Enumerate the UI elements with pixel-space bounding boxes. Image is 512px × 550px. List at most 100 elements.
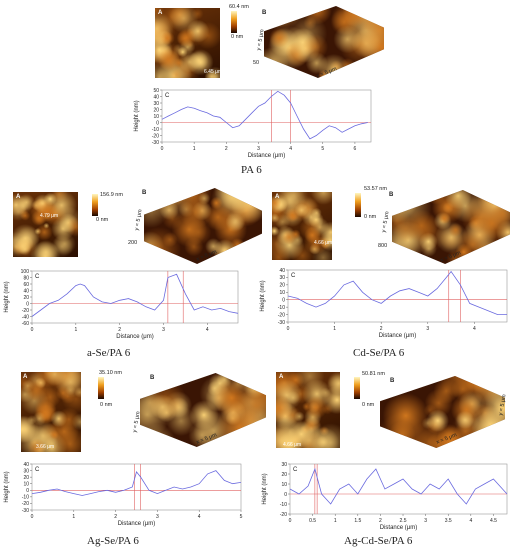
x-tick-label: 0 xyxy=(287,326,290,332)
panel-letter-c: C xyxy=(291,273,296,279)
height-profile-line xyxy=(31,273,239,317)
colorbar-max-label: 60.4 nm xyxy=(229,4,249,10)
x-tick-label: 4 xyxy=(206,327,209,333)
afm-3d-surface-ase xyxy=(144,188,262,264)
x-axis-label: Distance (μm) xyxy=(379,333,416,339)
y-tick-label: 50 xyxy=(153,88,159,94)
y-tick-label: 20 xyxy=(23,295,29,301)
y-tick-label: -30 xyxy=(152,140,159,146)
height-profile-line xyxy=(161,90,368,140)
y-axis-label-3d: y = 5 μm xyxy=(134,208,144,232)
y-tick-label: 10 xyxy=(281,482,287,488)
panel-letter-b: B xyxy=(142,190,147,196)
scale-bar-label: 4.66 μm xyxy=(314,240,333,246)
x-tick-label: 3 xyxy=(426,326,429,332)
x-tick-label: 4 xyxy=(469,518,472,524)
colorbar-min-label: 0 nm xyxy=(100,402,113,408)
x-tick-label: 1 xyxy=(193,146,196,152)
x-tick-label: 0 xyxy=(161,146,164,152)
panel-letter-c: C xyxy=(35,274,40,280)
x-tick-label: 1 xyxy=(334,518,337,524)
y-tick-label: 0 xyxy=(284,492,287,498)
y-tick-label: 40 xyxy=(23,462,29,468)
y-tick-label: -10 xyxy=(278,305,285,311)
panel-letter-b: B xyxy=(390,378,395,384)
y-tick-label: 100 xyxy=(21,269,30,275)
afm-2d-image-pa6 xyxy=(155,8,220,78)
y-tick-label: -20 xyxy=(22,308,29,314)
y-tick-label: -60 xyxy=(22,321,29,327)
x-tick-label: 3 xyxy=(424,518,427,524)
y-tick-label: -10 xyxy=(152,127,159,133)
y-axis-label: Height (nm) xyxy=(4,471,10,502)
y-axis-label: Height (nm) xyxy=(260,280,266,311)
scale-bar-label: 4.79 μm xyxy=(40,213,59,219)
y-tick-label: -40 xyxy=(22,314,29,320)
scale-bar-label: 6.45 μm xyxy=(204,69,223,75)
x-tick-label: 2.5 xyxy=(400,518,407,524)
height-colorbar xyxy=(354,377,360,399)
x-tick-label: 4 xyxy=(289,146,292,152)
y-tick-label: -20 xyxy=(278,312,285,318)
y-tick-label: 0 xyxy=(26,488,29,494)
y-tick-label: -20 xyxy=(280,512,287,518)
y-tick-label: 0 xyxy=(282,298,285,304)
x-tick-label: 3 xyxy=(156,514,159,520)
y-tick-label: 0 xyxy=(26,301,29,307)
z-tick-3d: 800 xyxy=(378,243,388,249)
caption-agse: Ag-Se/PA 6 xyxy=(87,535,139,547)
plot-frame xyxy=(31,463,242,511)
z-tick-3d: 200 xyxy=(128,240,138,246)
x-tick-label: 5 xyxy=(240,514,243,520)
y-tick-label: 30 xyxy=(281,462,287,468)
afm-2d-image-agcdse xyxy=(276,372,340,448)
plot-frame xyxy=(289,463,508,515)
x-tick-label: 6 xyxy=(354,146,357,152)
panel-letter-a: A xyxy=(275,194,280,200)
plot-frame xyxy=(161,89,372,143)
panel-letter-c: C xyxy=(165,93,170,99)
y-tick-label: -30 xyxy=(278,320,285,326)
colorbar-max-label: 156.9 nm xyxy=(100,192,123,198)
y-tick-label: 40 xyxy=(153,94,159,100)
x-tick-label: 4 xyxy=(198,514,201,520)
x-tick-label: 0 xyxy=(289,518,292,524)
colorbar-max-label: 53.57 nm xyxy=(364,186,387,192)
plot-frame xyxy=(287,269,508,323)
height-profile-line xyxy=(31,470,242,496)
x-tick-label: 0.5 xyxy=(309,518,316,524)
x-tick-label: 2 xyxy=(225,146,228,152)
height-profile-chart-agcdse: C -20 -10 0 10 20 30 0 0.5 1 1.5 2 2.5 3 3.5 4 4.5 Distan… xyxy=(262,462,508,531)
x-tick-label: 3.5 xyxy=(445,518,452,524)
panel-letter-a: A xyxy=(16,194,21,200)
x-tick-label: 0 xyxy=(31,514,34,520)
panel-letter-a: A xyxy=(23,374,28,380)
colorbar-min-label: 0 nm xyxy=(364,214,377,220)
y-tick-label: 20 xyxy=(23,475,29,481)
y-tick-label: 80 xyxy=(23,275,29,281)
panel-letter-b: B xyxy=(262,10,267,16)
x-axis-label: Distance (μm) xyxy=(248,153,285,159)
afm-2d-image-cdse xyxy=(272,192,332,260)
y-tick-label: 10 xyxy=(23,482,29,488)
panel-letter-a: A xyxy=(279,374,284,380)
height-colorbar xyxy=(92,194,98,216)
y-tick-label: 20 xyxy=(153,107,159,113)
y-tick-label: -20 xyxy=(22,501,29,507)
colorbar-min-label: 0 nm xyxy=(362,402,375,408)
caption-pa6: PA 6 xyxy=(241,164,262,176)
colorbar-max-label: 35.10 nm xyxy=(99,370,122,376)
x-tick-label: 1 xyxy=(333,326,336,332)
colorbar-max-label: 50.81 nm xyxy=(362,371,385,377)
y-axis-label: Height (nm) xyxy=(262,473,268,504)
y-axis-label: Height (nm) xyxy=(4,281,10,312)
x-tick-label: 1 xyxy=(74,327,77,333)
x-tick-label: 2 xyxy=(380,326,383,332)
height-colorbar xyxy=(355,193,361,217)
panel-letter-c: C xyxy=(35,467,40,473)
x-axis-label: Distance (μm) xyxy=(118,521,155,527)
afm-2d-image-ase xyxy=(13,192,78,257)
